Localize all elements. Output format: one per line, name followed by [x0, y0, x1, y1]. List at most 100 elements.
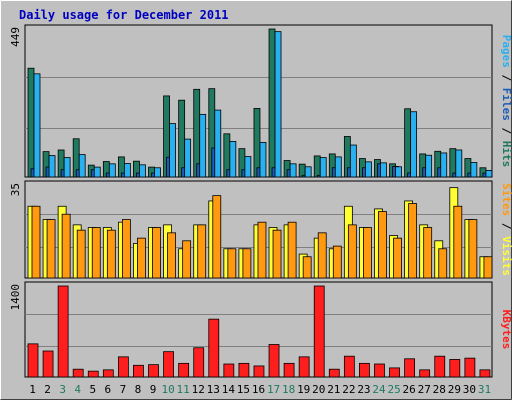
bar-kbytes-day-8: [133, 364, 144, 378]
bar-kbytes-day-18: [283, 362, 295, 378]
bar-pages-day-4: [78, 154, 86, 178]
bar-kbytes-day-20: [313, 285, 325, 378]
x-tick-label-day-9: 9: [150, 383, 157, 396]
bar-kbytes-day-17: [268, 344, 280, 378]
bar-pages-day-3: [63, 157, 71, 178]
bar-sites-day-26: [408, 203, 418, 279]
x-tick-label-day-31: 31: [478, 383, 491, 396]
bar-pages-day-23: [365, 161, 372, 178]
bar-sites-day-16: [257, 221, 267, 279]
bar-kbytes-day-9: [148, 364, 159, 378]
x-tick-label-day-13: 13: [207, 383, 220, 396]
bar-kbytes-day-14: [223, 363, 235, 378]
bar-kbytes-day-31: [479, 369, 491, 378]
bar-kbytes-day-30: [464, 357, 476, 378]
bar-sites-day-23: [363, 227, 372, 279]
bar-pages-day-8: [139, 164, 146, 178]
x-tick-label-day-1: 1: [29, 383, 36, 396]
bar-kbytes-day-23: [359, 362, 370, 378]
bar-pages-day-26: [410, 111, 418, 178]
bar-pages-day-6: [108, 163, 116, 178]
bar-sites-day-14: [227, 248, 237, 279]
bar-sites-day-17: [272, 229, 282, 279]
bar-hits-day-16: [253, 108, 261, 178]
bar-pages-day-17: [274, 31, 282, 178]
bar-kbytes-day-25: [389, 367, 400, 378]
x-tick-label-day-22: 22: [342, 383, 355, 396]
panel-2: 35 Sites / Visits: [9, 180, 512, 279]
y-max-label: 449: [9, 27, 22, 47]
bar-sites-day-30: [468, 219, 478, 279]
bar-sites-day-12: [197, 224, 207, 279]
bar-pages-day-15: [244, 156, 252, 178]
y-axis-label: Sites / Visits: [500, 183, 512, 276]
bar-kbytes-day-7: [117, 356, 129, 378]
bar-hits-day-11: [178, 99, 186, 178]
bar-pages-day-2: [48, 155, 56, 178]
y-max-label: 1400: [9, 284, 22, 311]
x-tick-label-day-26: 26: [403, 383, 416, 396]
bar-hits-day-20: [313, 155, 321, 178]
x-tick-label-day-19: 19: [297, 383, 310, 396]
panel-3: 1400 KBytes: [9, 281, 512, 378]
y-axis-label: Pages / Files / Hits: [500, 35, 512, 168]
bar-pages-day-27: [425, 154, 433, 178]
plot-area: [24, 281, 493, 378]
bar-kbytes-day-19: [298, 356, 310, 378]
bar-kbytes-day-28: [434, 355, 446, 378]
x-tick-label-day-18: 18: [282, 383, 295, 396]
x-tick-label-day-7: 7: [120, 383, 127, 396]
x-tick-label-day-6: 6: [105, 383, 112, 396]
bar-pages-day-28: [440, 152, 448, 178]
x-tick-label-day-29: 29: [448, 383, 461, 396]
bar-kbytes-day-12: [193, 347, 205, 378]
bar-sites-day-15: [242, 248, 252, 279]
x-tick-label-day-16: 16: [252, 383, 265, 396]
bar-sites-day-10: [167, 232, 176, 279]
bar-kbytes-day-22: [343, 355, 355, 378]
x-tick-label-day-28: 28: [433, 383, 446, 396]
x-tick-label-day-17: 17: [267, 383, 280, 396]
bar-pages-day-25: [395, 166, 402, 178]
bar-sites-day-13: [212, 195, 222, 279]
bar-pages-day-5: [93, 166, 101, 178]
bar-pages-day-30: [470, 162, 478, 178]
bar-sites-day-2: [46, 219, 56, 279]
bar-sites-day-7: [121, 219, 131, 279]
bar-sites-day-28: [438, 248, 448, 279]
x-tick-label-day-4: 4: [74, 383, 81, 396]
bar-sites-day-3: [61, 213, 71, 279]
bar-pages-day-20: [319, 157, 327, 178]
bar-pages-day-18: [289, 163, 297, 178]
x-tick-label-day-10: 10: [161, 383, 174, 396]
bar-hits-day-1: [27, 67, 35, 178]
bar-sites-day-22: [347, 224, 357, 279]
x-tick-label-day-20: 20: [312, 383, 325, 396]
bar-kbytes-day-27: [419, 369, 431, 378]
bar-kbytes-day-6: [102, 369, 114, 378]
bar-sites-day-6: [106, 229, 116, 279]
bar-pages-day-22: [349, 144, 357, 178]
x-tick-label-day-2: 2: [44, 383, 51, 396]
x-tick-label-day-15: 15: [237, 383, 250, 396]
bar-sites-day-11: [182, 240, 192, 279]
x-tick-label-day-11: 11: [177, 383, 190, 396]
bar-pages-day-21: [334, 156, 342, 178]
x-tick-label-day-25: 25: [387, 383, 400, 396]
x-tick-label-day-24: 24: [372, 383, 386, 396]
x-tick-label-day-30: 30: [463, 383, 476, 396]
y-max-label: 35: [9, 183, 22, 196]
bar-pages-day-10: [169, 123, 176, 178]
bar-sites-day-31: [483, 256, 493, 279]
x-tick-label-day-3: 3: [59, 383, 66, 396]
bar-pages-day-7: [123, 163, 131, 178]
bar-pages-day-31: [485, 170, 493, 178]
bar-pages-day-24: [380, 162, 387, 178]
bar-sites-day-24: [378, 211, 387, 279]
x-tick-label-day-27: 27: [418, 383, 431, 396]
x-tick-label-day-12: 12: [192, 383, 205, 396]
bar-kbytes-day-29: [449, 359, 461, 378]
chart-title: Daily usage for December 2011: [19, 8, 229, 22]
bar-sites-day-4: [76, 229, 86, 279]
